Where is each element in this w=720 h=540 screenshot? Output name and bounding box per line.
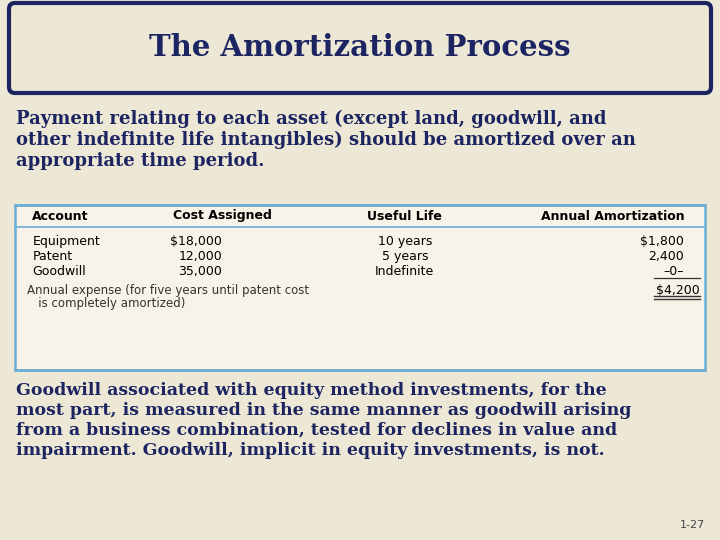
Text: Account: Account — [32, 210, 89, 222]
Text: 2,400: 2,400 — [649, 250, 684, 263]
Text: Patent: Patent — [32, 250, 73, 263]
Text: Indefinite: Indefinite — [375, 265, 434, 278]
Text: Goodwill associated with equity method investments, for the: Goodwill associated with equity method i… — [16, 382, 607, 399]
Text: Payment relating to each asset (except land, goodwill, and: Payment relating to each asset (except l… — [16, 110, 606, 128]
FancyBboxPatch shape — [15, 205, 705, 370]
Text: $1,800: $1,800 — [640, 235, 684, 248]
Text: is completely amortized): is completely amortized) — [27, 297, 185, 310]
Text: Cost Assigned: Cost Assigned — [173, 210, 271, 222]
Text: appropriate time period.: appropriate time period. — [16, 152, 264, 170]
Text: 10 years: 10 years — [378, 235, 432, 248]
Text: 35,000: 35,000 — [178, 265, 222, 278]
Text: 1-27: 1-27 — [680, 520, 705, 530]
Text: Goodwill: Goodwill — [32, 265, 86, 278]
Text: from a business combination, tested for declines in value and: from a business combination, tested for … — [16, 422, 617, 439]
Text: $4,200: $4,200 — [656, 284, 700, 297]
Text: Equipment: Equipment — [32, 235, 100, 248]
Text: Useful Life: Useful Life — [367, 210, 442, 222]
Text: Annual expense (for five years until patent cost: Annual expense (for five years until pat… — [27, 284, 309, 297]
Text: –0–: –0– — [664, 265, 684, 278]
Text: The Amortization Process: The Amortization Process — [149, 33, 571, 63]
Text: 12,000: 12,000 — [179, 250, 222, 263]
FancyBboxPatch shape — [9, 3, 711, 93]
Text: most part, is measured in the same manner as goodwill arising: most part, is measured in the same manne… — [16, 402, 631, 419]
Text: 5 years: 5 years — [382, 250, 428, 263]
Text: other indefinite life intangibles) should be amortized over an: other indefinite life intangibles) shoul… — [16, 131, 636, 149]
Text: impairment. Goodwill, implicit in equity investments, is not.: impairment. Goodwill, implicit in equity… — [16, 442, 605, 459]
Text: Annual Amortization: Annual Amortization — [541, 210, 684, 222]
Text: $18,000: $18,000 — [170, 235, 222, 248]
